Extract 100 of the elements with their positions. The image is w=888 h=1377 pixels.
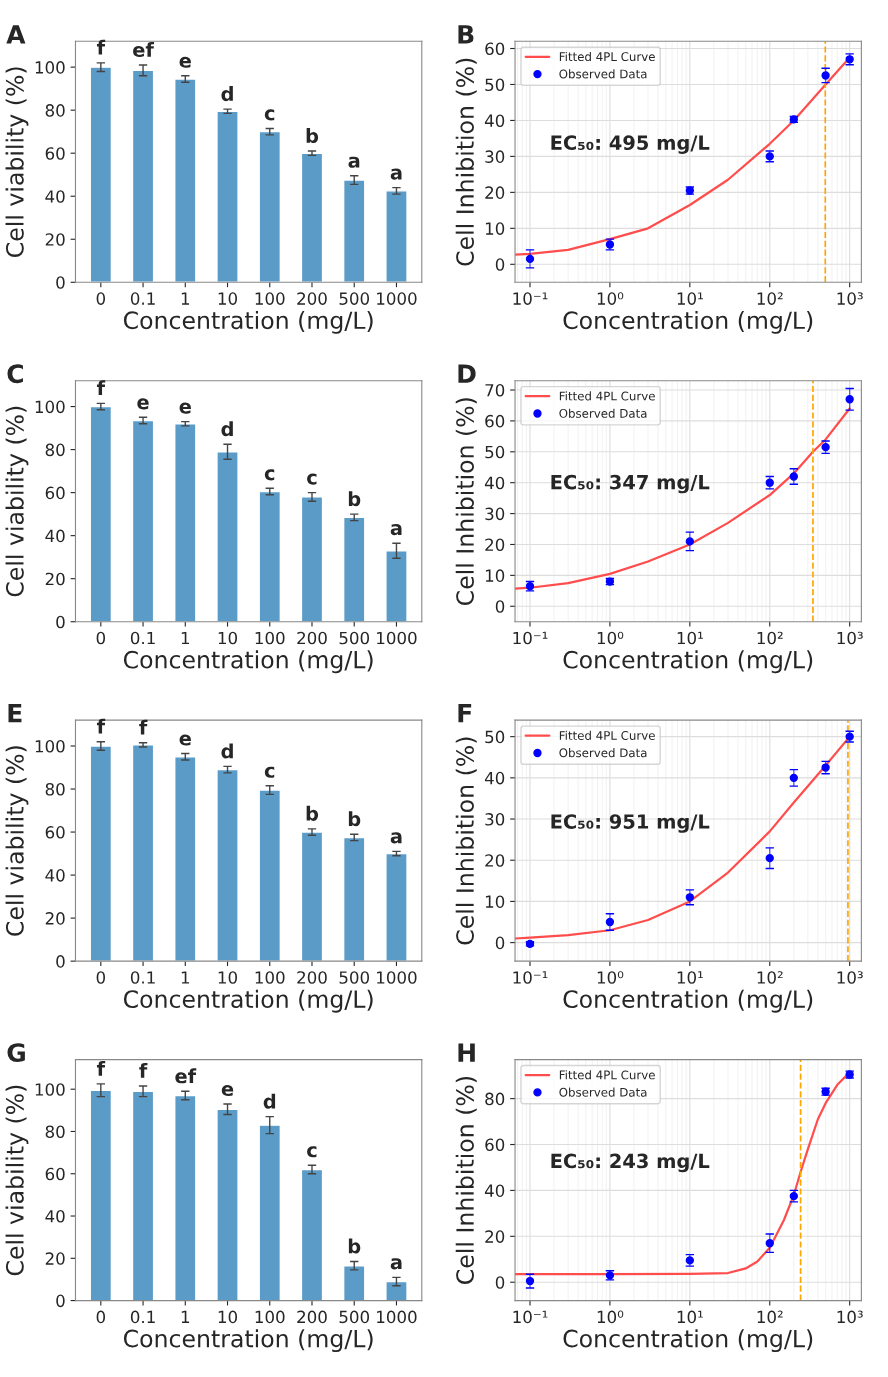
x-tick-label: 1000 [377,971,417,984]
data-label: e [221,1084,234,1097]
chart-title: H [458,1043,475,1062]
x-tick-label: 10⁻¹ [513,1310,548,1324]
bar [300,831,324,962]
x-tick-label: 1 [181,292,190,305]
bar [131,419,155,622]
y-tick-label: 40 [45,869,65,882]
legend-label: Observed Data [559,1087,647,1097]
x-tick-label: 10⁻¹ [513,631,548,645]
y-tick-label: 50 [485,78,505,92]
data-label: d [221,421,233,437]
y-tick-label: 30 [485,150,505,163]
data-label: a [348,156,360,168]
x-axis-title: Concentration (mg/L) [563,650,813,674]
x-tick-label: 10¹ [677,631,703,645]
annotation: EC₅₀: 951 mg/L [551,814,710,833]
data-label: ef [133,41,155,58]
y-tick-label: 0 [495,1276,505,1289]
data-label: e [179,734,191,746]
x-tick-label: 100 [255,292,285,305]
chart-title: F [458,704,472,723]
x-tick-label: 10⁻¹ [513,971,548,984]
x-axis-title: Concentration (mg/L) [123,1329,373,1353]
x-axis-title: Concentration (mg/L) [563,989,813,1013]
y-tick-label: 20 [485,854,505,867]
x-tick-label: 0.1 [130,971,155,984]
bar [174,423,197,622]
bar [216,110,239,283]
legend-label: Fitted 4PL Curve [559,730,655,740]
bar [174,756,197,962]
y-tick-label: 50 [485,730,505,744]
x-tick-label: 1000 [377,631,417,645]
y-tick-label: 40 [484,476,505,490]
y-tick-label: 30 [485,507,505,521]
data-label: f [139,719,148,735]
data-label: b [348,491,361,507]
y-tick-label: 60 [485,42,505,56]
data-label: a [390,832,402,844]
y-tick-label: 10 [485,569,505,582]
x-tick-label: 200 [297,631,327,645]
y-tick-label: 10 [485,222,505,235]
y-tick-label: 20 [485,1230,505,1243]
y-tick-label: 80 [45,443,65,457]
y-tick-label: 40 [45,529,65,543]
bar [258,130,282,283]
x-tick-label: 10² [757,631,783,645]
data-label: c [264,469,275,481]
data-label: a [390,168,402,180]
x-tick-label: 0 [96,292,106,305]
bar [258,789,282,962]
x-tick-label: 500 [339,971,370,984]
bar [216,451,239,622]
chart-title: G [7,1043,25,1063]
x-tick-label: 10 [218,292,238,305]
y-tick-label: 10 [485,895,505,908]
y-axis-title: Cell Inhibition (%) [455,58,477,266]
data-label: d [221,86,233,102]
y-tick-label: 0 [495,258,505,271]
bar [385,1280,408,1301]
data-label: e [137,398,149,410]
x-tick-label: 200 [297,292,327,305]
y-tick-label: 100 [35,400,65,414]
chart-title: C [7,364,23,384]
bar [300,1168,324,1301]
x-tick-label: 1 [181,1310,190,1323]
y-tick-label: 60 [485,414,505,428]
y-axis-title: Cell viability (%) [5,746,29,936]
x-tick-label: 500 [339,1310,370,1324]
data-label: f [96,380,106,396]
data-label: b [306,805,319,821]
y-tick-label: 60 [45,1167,65,1181]
x-tick-label: 1 [181,631,190,645]
x-tick-label: 200 [297,971,327,984]
y-axis-title: Cell viability (%) [5,406,29,597]
x-tick-label: 10¹ [677,971,703,984]
x-axis-title: Concentration (mg/L) [123,310,373,334]
x-tick-label: 0 [96,631,106,645]
data-label: d [221,743,233,759]
x-tick-label: 10² [757,971,783,984]
bar [342,836,366,962]
bar [342,516,366,622]
y-tick-label: 40 [484,771,505,785]
x-tick-label: 0 [96,971,106,984]
data-label: e [179,402,191,414]
data-label: b [306,128,319,144]
x-tick-label: 0 [96,1310,106,1324]
x-axis-title: Concentration (mg/L) [123,650,373,674]
y-tick-label: 60 [45,826,65,839]
x-tick-label: 200 [297,1310,327,1324]
y-tick-label: 40 [45,1209,65,1223]
x-tick-label: 1000 [377,292,417,305]
data-label: ef [175,1068,197,1084]
y-tick-label: 40 [45,190,65,203]
chart-title: E [8,704,22,723]
annotation: EC₅₀: 495 mg/L [551,135,710,154]
chart-title: A [6,25,26,44]
bar [131,69,155,283]
data-label: b [348,1238,361,1254]
data-label: e [179,56,191,68]
